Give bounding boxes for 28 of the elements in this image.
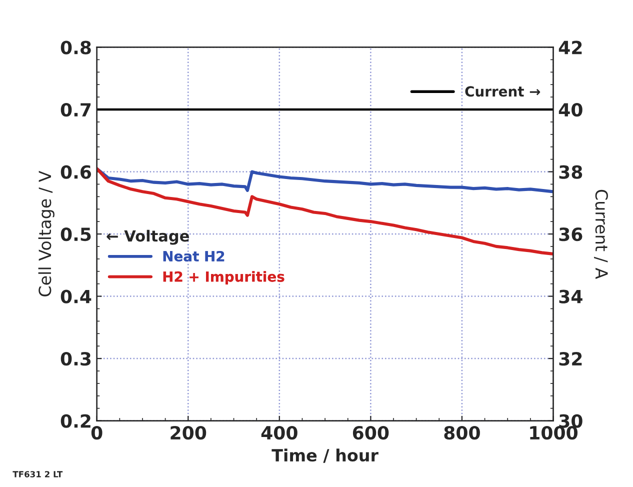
y2-tick-label: 30 <box>559 414 582 428</box>
y2-tick-label: 42 <box>558 40 582 54</box>
text: TF631 2 LT <box>12 471 63 478</box>
legend-label: Current → <box>465 86 540 97</box>
y-tick-label: 0.3 <box>60 352 91 366</box>
y-tick-label: 0.6 <box>60 165 92 179</box>
y2-tick-label: 36 <box>559 227 582 242</box>
y-tick-label: 0.2 <box>60 414 90 428</box>
x-tick-label: 400 <box>261 426 298 440</box>
y-tick-label: 0.8 <box>60 40 91 54</box>
y2-tick-label: 34 <box>559 290 582 304</box>
x-tick-label: 800 <box>444 426 480 440</box>
annotation: ← Voltage <box>106 230 189 245</box>
legend-label: H2 + Impurities <box>163 271 284 285</box>
y2-tick-label: 40 <box>558 102 582 117</box>
y-axis-title: Cell Voltage / V <box>38 170 54 296</box>
y2-tick-label: 32 <box>559 352 582 366</box>
y-tick-label: 0.7 <box>60 102 91 117</box>
y2-tick-label: 38 <box>559 165 582 179</box>
y-tick-label: 0.5 <box>60 227 91 242</box>
y-tick-label: 0.4 <box>60 290 92 304</box>
y2-axis-title: Current / A <box>594 190 608 279</box>
line-series <box>96 167 554 194</box>
legend-label: Neat H2 <box>163 250 224 262</box>
x-tick-label: 0 <box>91 426 102 440</box>
x-tick-label: 200 <box>170 426 206 440</box>
x-tick-label: 600 <box>352 426 389 440</box>
x-axis-title: Time / hour <box>272 448 378 463</box>
